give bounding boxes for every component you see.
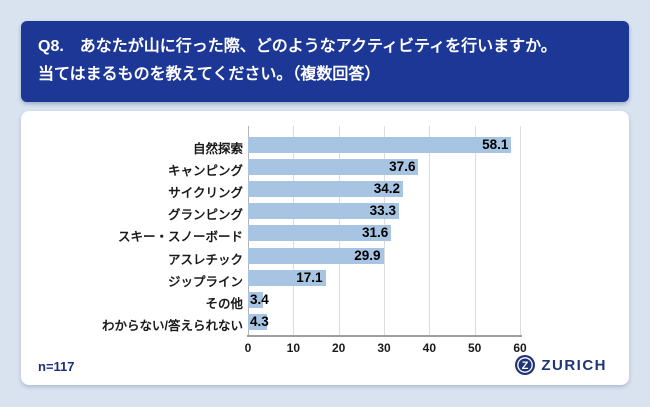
zurich-wordmark: ZURICH [541,356,607,374]
bar-chart: 0 10 20 30 40 50 60 自然探索 58.1 キャンピング 37.6 サイクリング 34.… [21,111,629,385]
category-label: グランピング [167,208,243,223]
x-tick-label: 60 [513,341,527,355]
bar [248,203,399,220]
x-axis-line [247,335,522,337]
x-tick-label: 50 [467,341,482,355]
bar [248,269,326,286]
x-tick-label: 0 [244,341,252,355]
gridline [474,126,476,335]
bar [248,225,392,242]
category-label: アスレチック [167,252,243,267]
question-text-line2: 当てはまるものを教えてください。（複数回答） [38,66,381,83]
category-label: 自然探索 [192,142,243,157]
category-label: キャンピング [167,164,243,179]
x-tick-label: 10 [286,341,301,355]
bar [248,137,512,154]
question-text-line1: Q8. あなたが山に行った際、どのようなアクティビティを行いますか。 [38,38,557,55]
bar [248,247,384,264]
category-label: サイクリング [168,186,243,201]
value-label: 31.6 [361,225,389,241]
value-label: 33.3 [369,203,396,219]
value-label: 58.1 [482,137,509,153]
value-label: 4.3 [250,313,269,329]
value-label: 34.2 [373,181,401,197]
question-banner: Q8. あなたが山に行った際、どのようなアクティビティを行いますか。 当てはまる… [21,21,629,102]
value-label: 37.6 [389,159,416,175]
zurich-logo: Z ZURICH [515,355,607,375]
bar [248,181,404,198]
bar [248,159,419,176]
value-label: 29.9 [354,247,381,263]
chart-card: 0 10 20 30 40 50 60 自然探索 58.1 キャンピング 37.6 サイクリング 34.… [21,111,629,385]
bar [248,291,264,308]
x-tick-label: 30 [377,341,391,355]
category-label: ジップライン [167,274,243,289]
category-label: その他 [205,296,243,311]
bar [248,313,268,330]
x-tick-label: 40 [422,341,437,355]
zurich-emblem-icon: Z [515,355,536,375]
value-label: 17.1 [296,269,323,285]
value-label: 3.4 [250,291,269,307]
gridline [520,126,521,335]
x-tick-label: 20 [331,341,346,355]
gridline [429,126,431,335]
sample-size-label: n=117 [38,359,75,374]
svg-text:Z: Z [522,360,529,372]
category-label: スキー・スノーボード [117,230,243,245]
category-label: わからない/答えられない [102,318,243,333]
